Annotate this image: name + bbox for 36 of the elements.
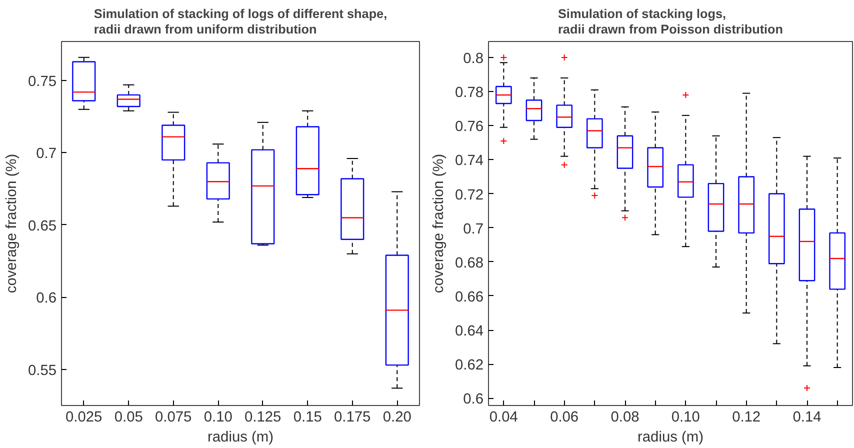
x-tick-label: 0.06 <box>550 410 579 426</box>
x-tick-label: 0.025 <box>66 410 102 426</box>
x-tick-label: 0.14 <box>792 410 822 426</box>
x-tick-label: 0.075 <box>155 410 192 426</box>
y-tick-label: 0.74 <box>454 153 484 170</box>
y-tick-label: 0.8 <box>463 51 484 68</box>
x-tick-label: 0.05 <box>114 410 143 426</box>
y-tick-label: 0.6 <box>36 290 56 307</box>
y-tick-label: 0.76 <box>454 119 484 136</box>
y-tick-label: 0.65 <box>28 218 57 234</box>
y-tick-label: 0.7 <box>36 146 56 162</box>
y-axis-title: coverage fraction (%) <box>430 154 447 294</box>
y-tick-label: 0.62 <box>454 358 484 374</box>
chart-title: Simulation of stacking logs, radii drawn from Poisson distribution <box>558 7 784 36</box>
y-tick-label: 0.66 <box>454 289 484 306</box>
x-tick-label: 0.08 <box>610 410 640 426</box>
x-tick-label: 0.12 <box>732 410 761 426</box>
y-tick-label: 0.78 <box>454 85 484 102</box>
chart-title: Simulation of stacking of logs of different shape, radii drawn from uniform distribution <box>94 7 388 36</box>
y-tick-label: 0.68 <box>454 255 484 272</box>
x-tick-label: 0.20 <box>382 410 412 426</box>
y-tick-label: 0.7 <box>463 221 484 238</box>
x-tick-label: 0.04 <box>489 410 518 426</box>
y-tick-label: 0.75 <box>28 74 57 90</box>
y-axis-title: coverage fraction (%) <box>4 154 20 294</box>
x-tick-label: 0.15 <box>293 410 322 426</box>
y-tick-label: 0.64 <box>454 324 484 340</box>
x-axis-title: radius (m) <box>208 430 274 446</box>
x-tick-label: 0.175 <box>334 410 371 426</box>
y-tick-label: 0.6 <box>463 392 484 408</box>
y-tick-label: 0.72 <box>454 187 484 204</box>
x-tick-label: 0.10 <box>671 410 700 426</box>
x-tick-label: 0.10 <box>204 410 232 426</box>
x-axis-title: radius (m) <box>638 430 704 446</box>
x-tick-label: 0.125 <box>244 410 282 426</box>
y-tick-label: 0.55 <box>28 362 57 379</box>
